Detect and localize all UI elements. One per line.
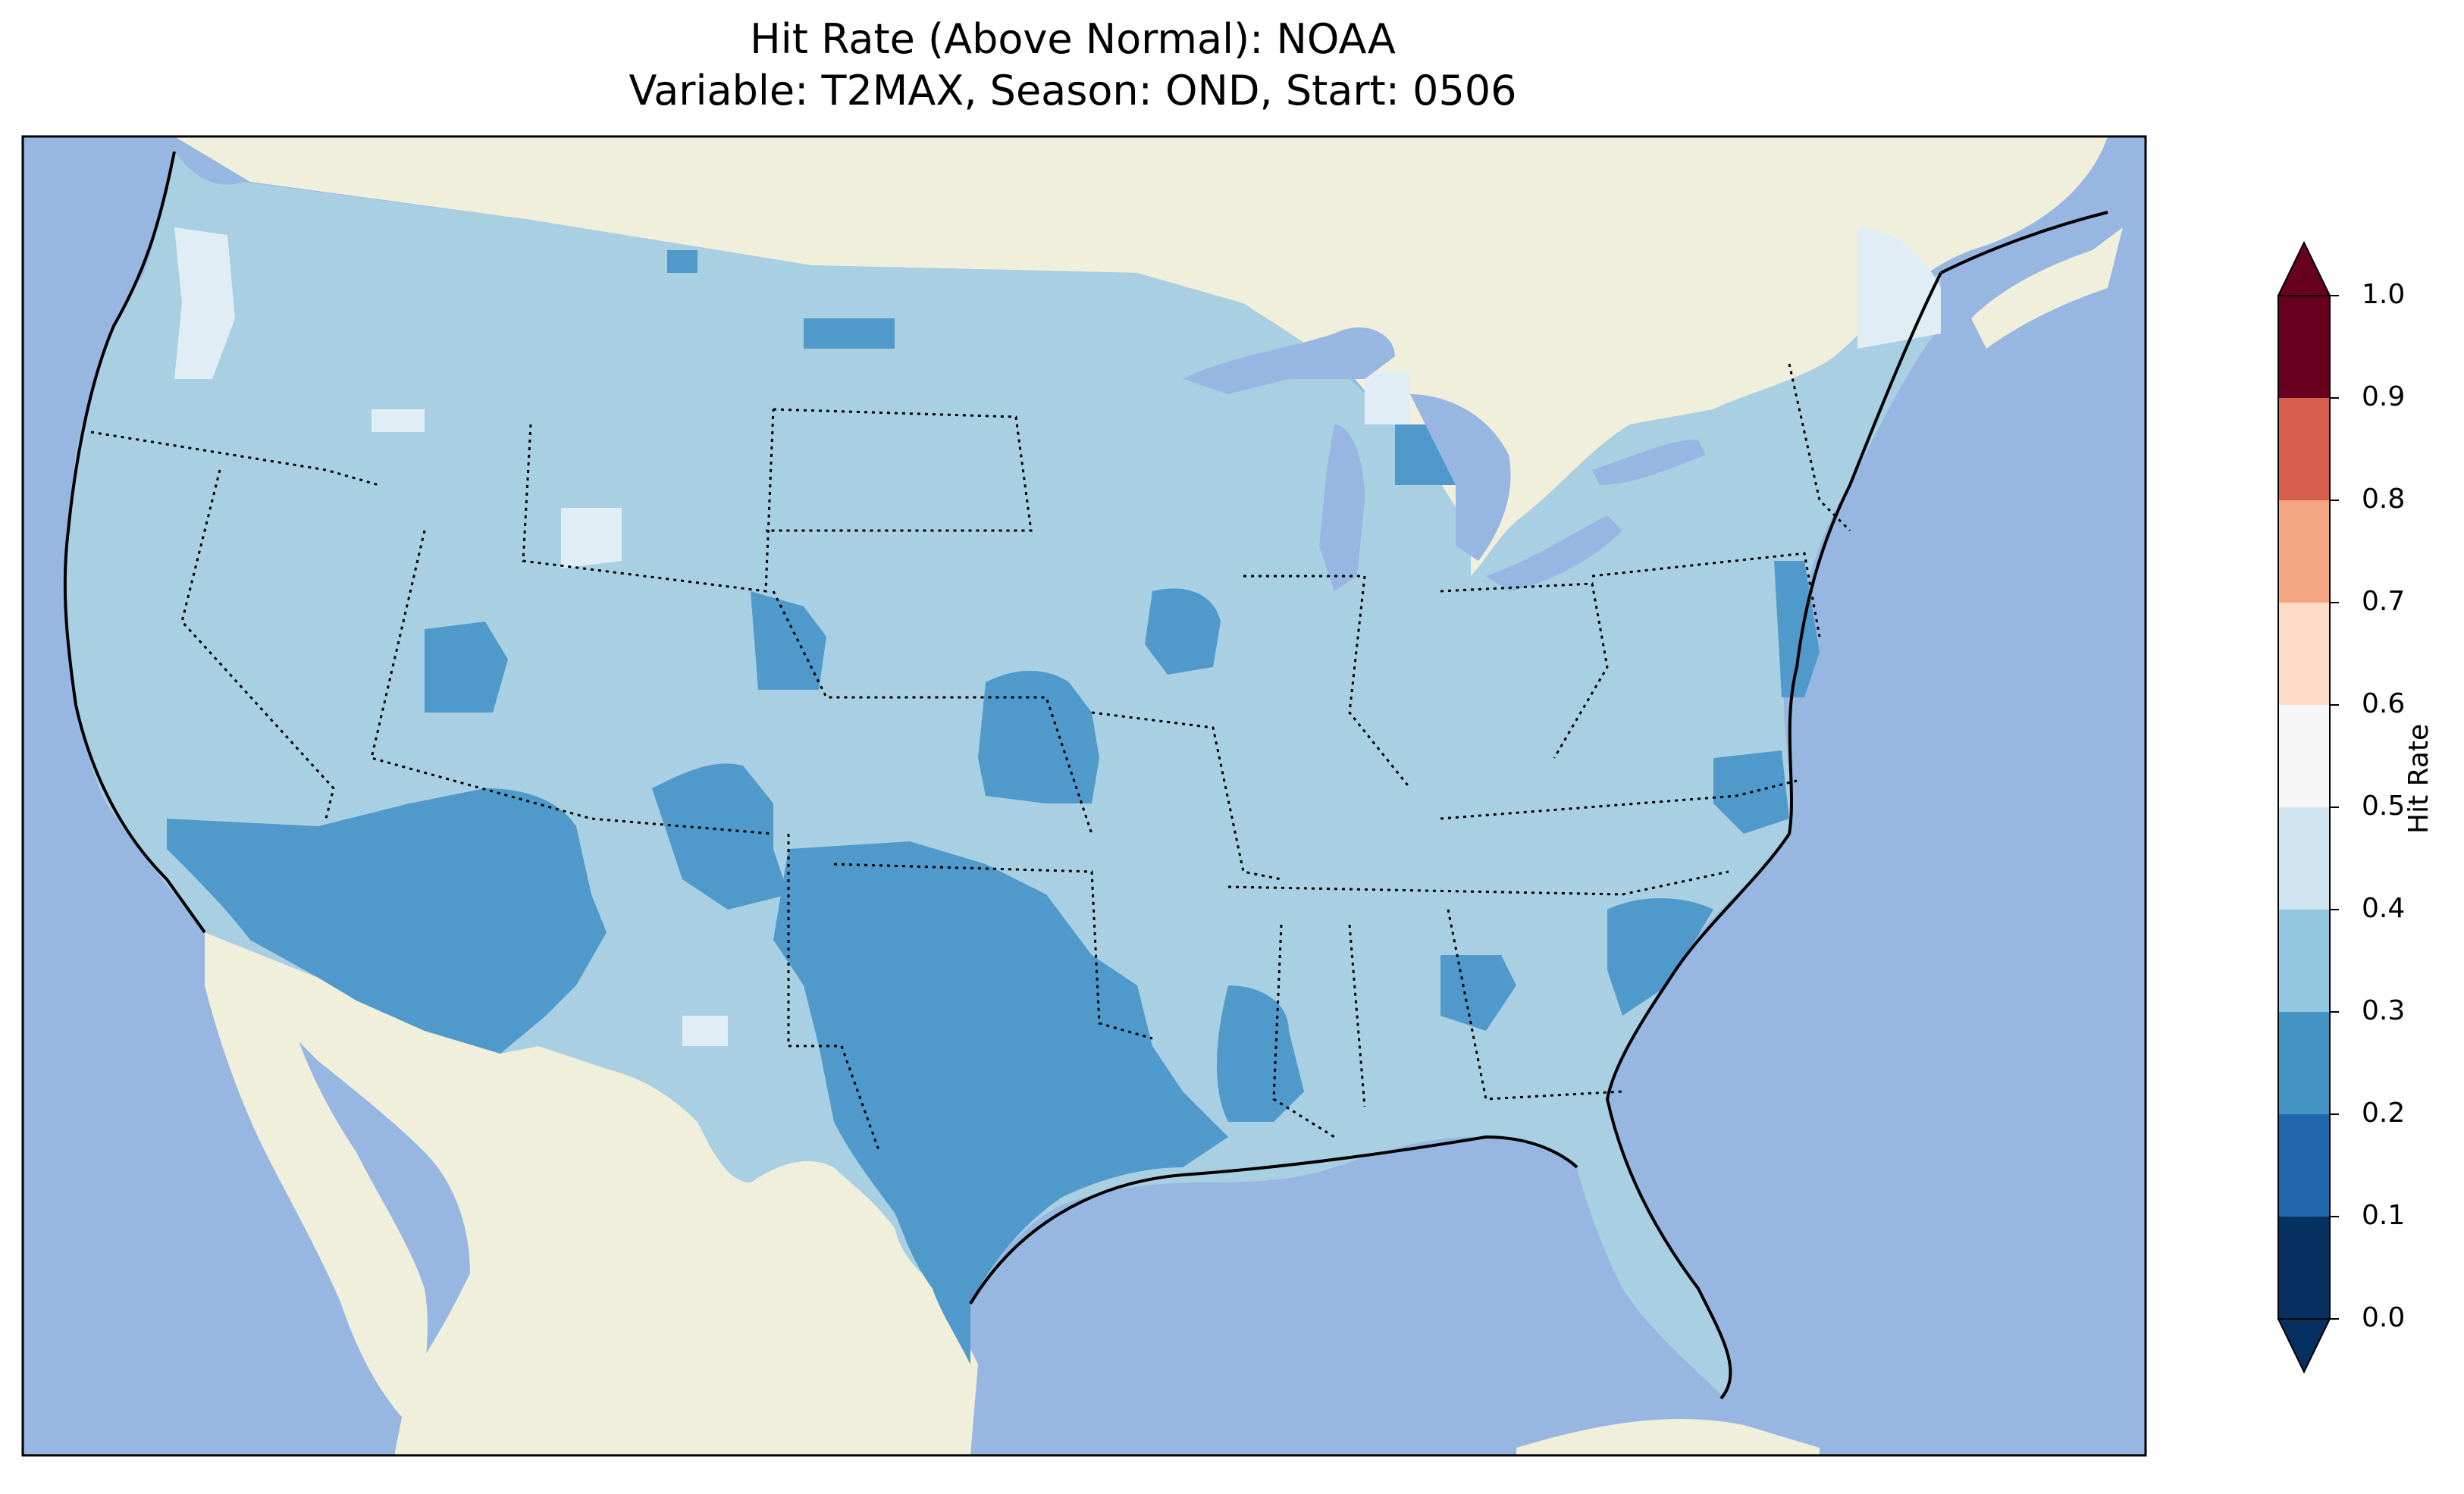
colorbar-bin xyxy=(2278,500,2330,603)
colorbar-tick-label: 0.6 xyxy=(2362,688,2406,719)
colorbar-bin xyxy=(2278,705,2330,807)
colorbar-label: Hit Rate xyxy=(2403,723,2434,834)
colorbar-tick-label: 0.1 xyxy=(2362,1200,2406,1231)
map-frame xyxy=(21,135,2147,1457)
great-lakes xyxy=(1183,327,1706,591)
class-0.4-0.5-patches xyxy=(174,227,1941,1046)
state-boundaries xyxy=(90,363,1851,1153)
colorbar-tick-label: 0.3 xyxy=(2362,995,2406,1026)
cuba-land xyxy=(1516,1418,1820,1455)
colorbar-tick-label: 1.0 xyxy=(2362,279,2406,310)
map-panel xyxy=(21,135,2147,1457)
colorbar-tick-label: 0.7 xyxy=(2362,586,2406,617)
nova-scotia-land xyxy=(1971,227,2123,349)
colorbar xyxy=(2277,240,2339,1374)
colorbar-bin xyxy=(2278,1114,2330,1217)
colorbar-tick-label: 0.9 xyxy=(2362,381,2406,412)
colorbar-tick-label: 0.2 xyxy=(2362,1098,2406,1129)
colorbar-tick-label: 0.5 xyxy=(2362,791,2406,822)
colorbar-bin xyxy=(2278,603,2330,705)
colorbar-bin xyxy=(2278,398,2330,500)
map-subtitle: Variable: T2MAX, Season: OND, Start: 050… xyxy=(629,67,1517,114)
baja-land xyxy=(205,932,428,1425)
map-title: Hit Rate (Above Normal): NOAA xyxy=(750,15,1396,63)
canada-land xyxy=(174,136,2108,576)
class-0.2-0.3-patches xyxy=(167,250,1820,1364)
colorbar-bin xyxy=(2278,1012,2330,1114)
colorbar-bin xyxy=(2278,296,2330,398)
colorbar-tick-label: 0.8 xyxy=(2362,484,2406,515)
colorbar-bin xyxy=(2278,807,2330,910)
colorbar-extend-max xyxy=(2277,240,2331,296)
colorbar-tick-label: 0.4 xyxy=(2362,893,2406,924)
colorbar-bin xyxy=(2278,910,2330,1012)
colorbar-bin xyxy=(2278,1217,2330,1319)
colorbar-tick-label: 0.0 xyxy=(2362,1302,2406,1333)
coastlines xyxy=(63,151,2108,1400)
colorbar-extend-min xyxy=(2277,1318,2331,1374)
mexico-land xyxy=(205,932,978,1455)
